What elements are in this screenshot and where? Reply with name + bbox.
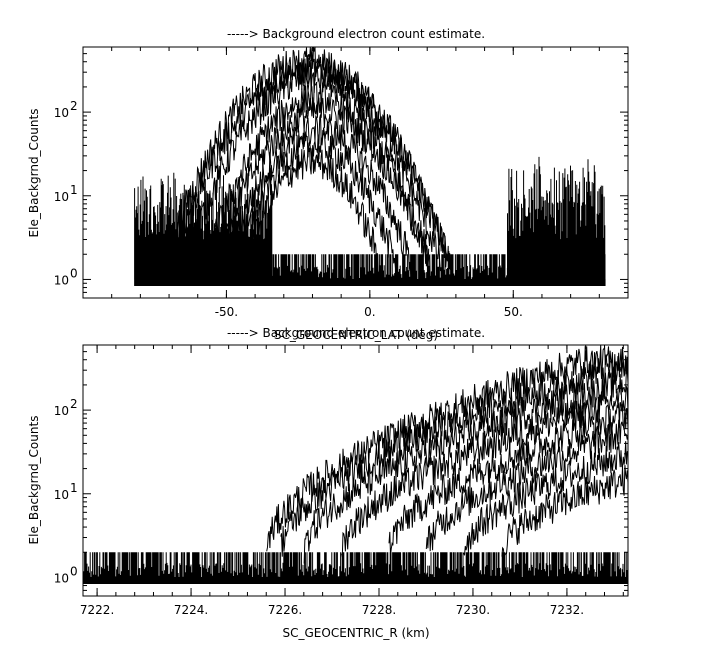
y-tick-exponent: 0 — [70, 564, 78, 578]
x-tick-label: 7230. — [456, 603, 490, 617]
x-tick-label: 7226. — [268, 603, 302, 617]
x-tick-label: 7232. — [550, 603, 584, 617]
y-tick-label: 10 — [54, 106, 69, 120]
series-line — [341, 386, 629, 558]
y-tick-label: 10 — [54, 488, 69, 502]
series-line — [212, 97, 430, 279]
series-line — [463, 441, 629, 556]
noise-floor — [82, 552, 629, 584]
plot-content — [82, 345, 629, 584]
x-tick-label: -50. — [215, 305, 238, 319]
y-tick-exponent: 2 — [70, 397, 78, 411]
chart-panel-radius: -----> Background electron count estimat… — [27, 326, 629, 640]
x-tick-label: 0. — [364, 305, 375, 319]
series-line — [266, 345, 629, 552]
series-line — [425, 418, 629, 552]
y-axis-label: Ele_Backgrnd_Counts — [27, 109, 41, 238]
y-tick-label: 10 — [54, 571, 69, 585]
y-tick-exponent: 0 — [70, 266, 78, 280]
series-line — [303, 366, 629, 564]
x-tick-label: 7228. — [362, 603, 396, 617]
series-line — [388, 401, 629, 555]
chart-title: -----> Background electron count estimat… — [227, 326, 485, 340]
y-tick-exponent: 1 — [70, 481, 78, 495]
plot-frame — [82, 46, 629, 299]
x-tick-label: 7222. — [80, 603, 114, 617]
plot-frame — [82, 344, 629, 597]
x-tick-label: 7224. — [174, 603, 208, 617]
y-tick-exponent: 2 — [70, 99, 78, 113]
chart-title: -----> Background electron count estimat… — [227, 27, 485, 41]
y-tick-label: 10 — [54, 190, 69, 204]
x-axis-label: SC_GEOCENTRIC_R (km) — [283, 626, 430, 640]
series-line — [280, 354, 629, 557]
series-line — [244, 147, 381, 275]
series-line — [501, 465, 629, 558]
plot-content — [134, 46, 606, 286]
y-axis-label: Ele_Backgrnd_Counts — [27, 416, 41, 545]
x-tick-label: 50. — [504, 305, 523, 319]
y-tick-label: 10 — [54, 404, 69, 418]
x-axis-label: SC_GEOCENTRIC_LAT (deg) — [274, 328, 438, 342]
chart-panel-latitude: -----> Background electron count estimat… — [27, 27, 629, 342]
y-tick-exponent: 1 — [70, 183, 78, 197]
y-tick-label: 10 — [54, 273, 69, 287]
series-line — [234, 130, 397, 274]
series-line — [183, 62, 441, 272]
